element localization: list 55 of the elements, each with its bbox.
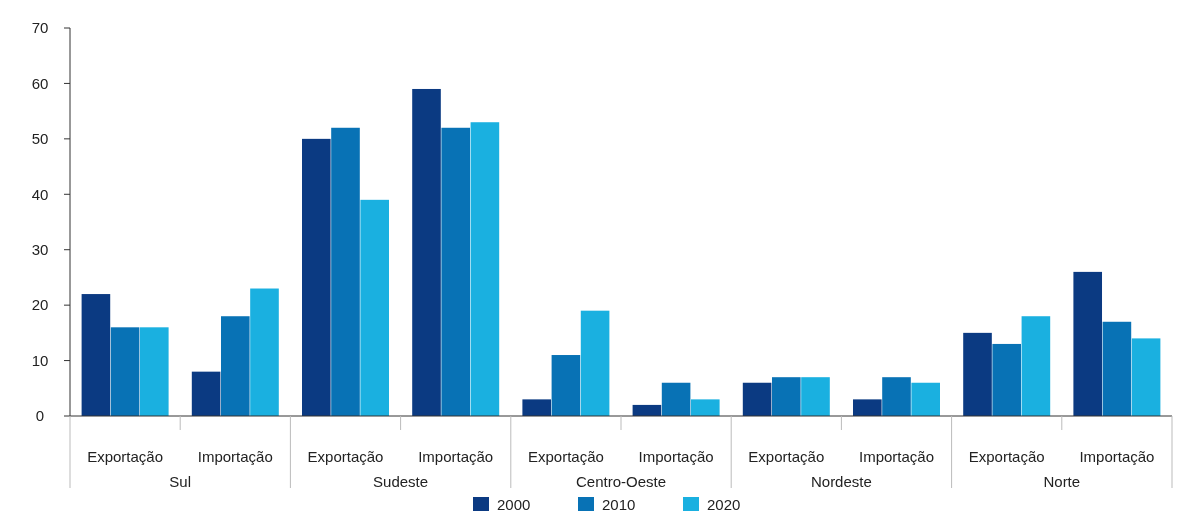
y-tick-label: 40 xyxy=(31,185,49,203)
y-tick-label: 0 xyxy=(35,407,45,425)
bar xyxy=(110,327,140,416)
x-tick-label: Exportação xyxy=(748,448,825,465)
bar xyxy=(661,382,691,416)
bar xyxy=(522,399,552,416)
bar xyxy=(331,127,360,416)
bar xyxy=(690,399,720,416)
text: Nordeste xyxy=(810,473,872,490)
x-tick-label: Importação xyxy=(638,448,714,465)
y-tick-label: 30 xyxy=(31,240,49,258)
y-tick-label: 20 xyxy=(31,296,49,314)
bar xyxy=(1131,338,1161,416)
x-tick-label: Exportação xyxy=(968,448,1045,465)
bar xyxy=(772,377,801,416)
bar xyxy=(742,382,772,416)
bar xyxy=(470,122,500,416)
bar xyxy=(191,371,221,416)
bar xyxy=(992,343,1021,416)
bar xyxy=(1021,316,1051,416)
bar xyxy=(139,327,169,416)
y-tick-label: 10 xyxy=(31,351,49,369)
x-tick-label: Importação xyxy=(418,448,494,465)
legend-label: 2000 xyxy=(497,496,531,513)
text: Sul xyxy=(169,473,192,490)
bar xyxy=(360,199,389,416)
bar xyxy=(551,355,581,416)
bar xyxy=(853,399,882,416)
text: Centro-Oeste xyxy=(575,473,667,490)
y-tick-label: 70 xyxy=(31,19,49,37)
bar xyxy=(221,316,250,416)
bar xyxy=(963,332,992,416)
x-tick-label: Exportação xyxy=(527,448,604,465)
x-tick-label: Exportação xyxy=(307,448,384,465)
text: Sudeste xyxy=(373,473,429,490)
bar xyxy=(1073,271,1103,416)
x-tick-label: Importação xyxy=(1079,448,1155,465)
y-tick-label: 50 xyxy=(31,130,49,148)
bar xyxy=(250,288,279,416)
x-tick-label: Exportação xyxy=(87,448,164,465)
bar xyxy=(302,138,331,416)
bar xyxy=(911,382,940,416)
y-tick-label: 60 xyxy=(31,74,49,92)
bar xyxy=(580,310,610,416)
bar xyxy=(1102,321,1132,416)
bar xyxy=(801,377,830,416)
bar xyxy=(81,294,111,416)
text: Norte xyxy=(1043,473,1081,490)
x-tick-label: Importação xyxy=(858,448,935,465)
x-tick-label: Importação xyxy=(197,448,273,465)
bar xyxy=(882,377,911,416)
bar xyxy=(412,88,441,416)
legend-label: 2010 xyxy=(602,496,636,513)
bar xyxy=(441,127,470,416)
legend-label: 2020 xyxy=(707,496,741,513)
